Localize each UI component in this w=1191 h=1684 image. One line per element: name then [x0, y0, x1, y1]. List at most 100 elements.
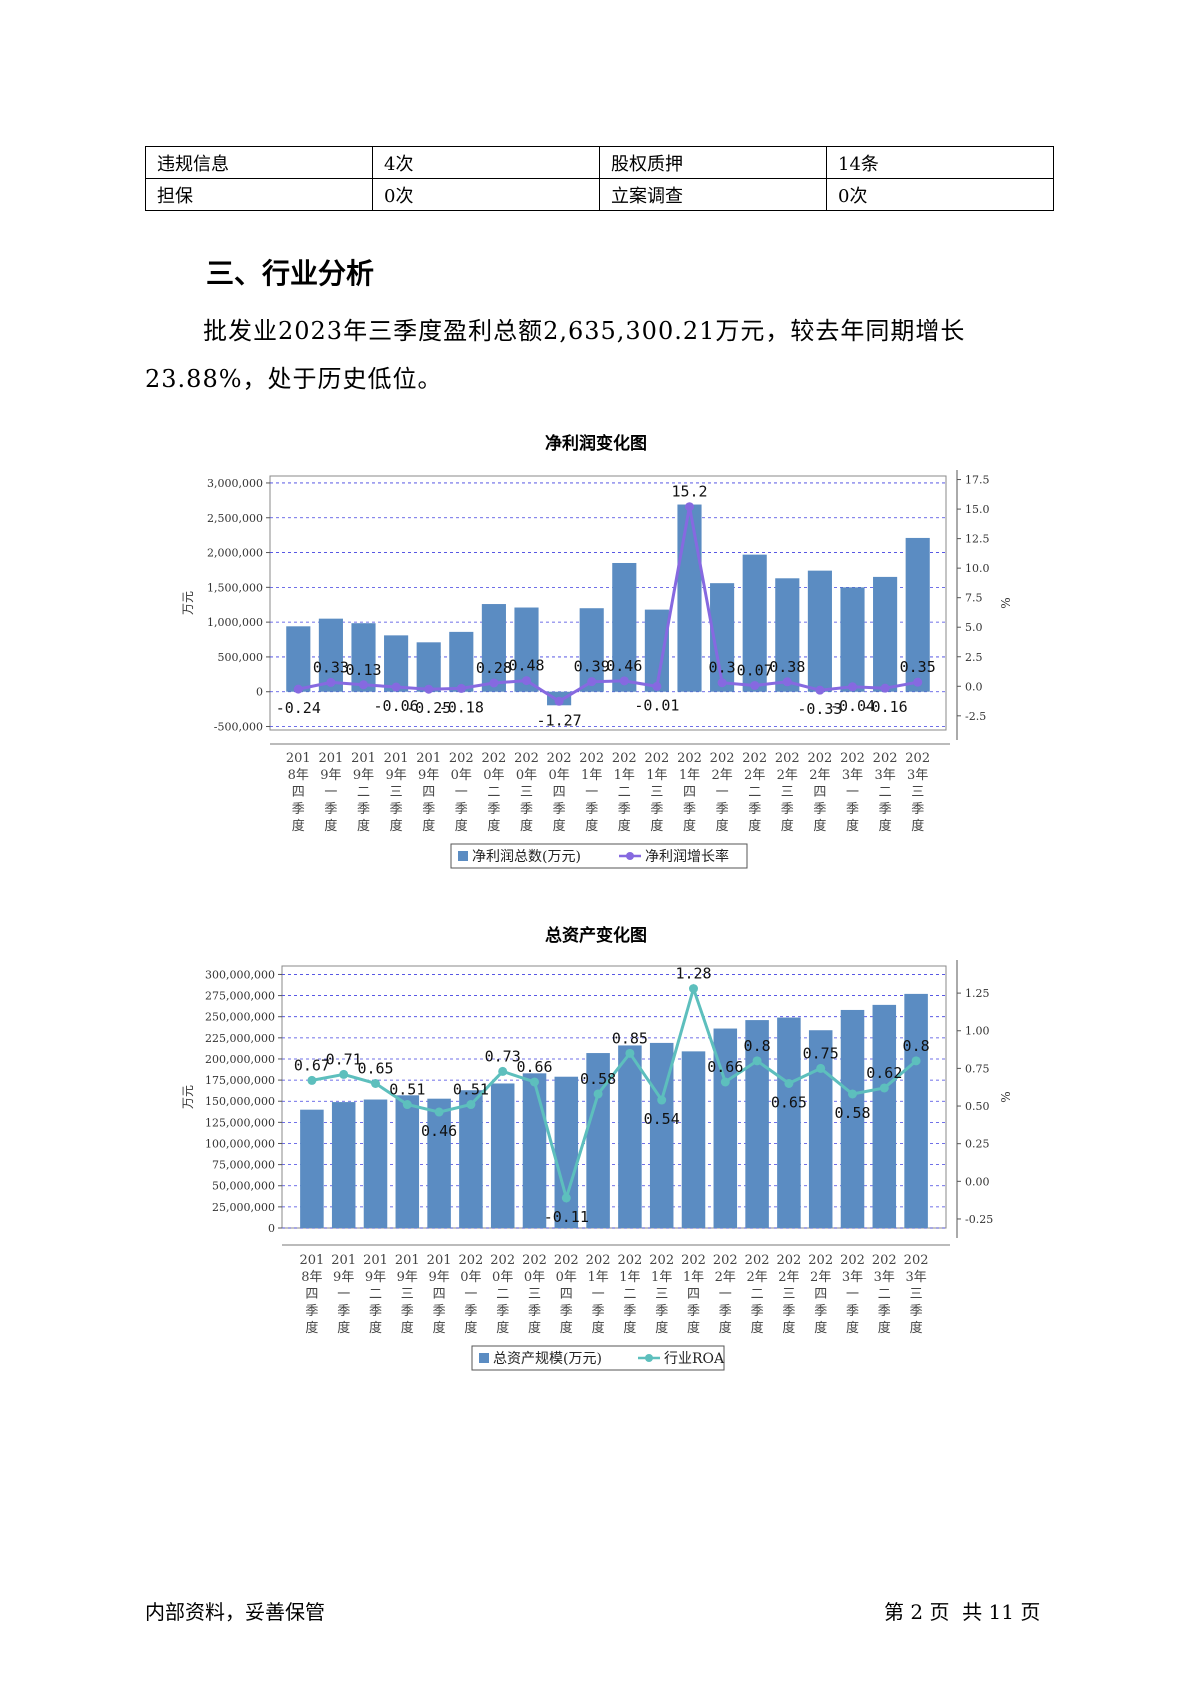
total-assets-chart: 总资产变化图 300,000,000 275,000,000 250,000,000 2…	[0, 918, 1191, 1378]
line-point	[880, 683, 890, 693]
x-tick-label: 一	[324, 785, 337, 800]
x-tick-label: 202	[905, 751, 930, 766]
x-tick-label: 季	[655, 1304, 668, 1319]
data-label: 0.67	[294, 1056, 330, 1074]
x-tick-label: 一	[592, 1287, 605, 1302]
y-tick-label: 2,000,000	[207, 547, 263, 560]
data-label: 0.58	[834, 1104, 870, 1122]
legend-bar-label: 净利润总数(万元)	[472, 849, 581, 865]
x-tick-label: 季	[687, 1304, 700, 1319]
x-tick-label: 201	[384, 751, 409, 766]
legend-box	[471, 1345, 725, 1371]
x-tick-label: 8年	[288, 768, 309, 783]
line-point	[489, 678, 499, 688]
x-tick-label: 9年	[353, 768, 374, 783]
bar	[363, 1099, 388, 1228]
data-label: 0.48	[508, 657, 544, 675]
x-tick-label: 3年	[907, 768, 928, 783]
x-tick-label: 0年	[548, 768, 569, 783]
x-tick-label: 度	[433, 1320, 446, 1336]
series-line	[297, 506, 918, 704]
x-tick-label: 2年	[778, 1270, 799, 1285]
line-point	[752, 1056, 762, 1066]
bar	[384, 635, 409, 692]
y-tick-label: 300,000,000	[205, 968, 275, 981]
x-tick-label: 三	[401, 1287, 414, 1302]
bar	[777, 1017, 801, 1228]
bar	[522, 1073, 547, 1228]
data-label: 0.28	[476, 659, 512, 677]
x-tick-label: 202	[742, 751, 767, 766]
x-tick-label: 3年	[905, 1270, 926, 1285]
y2-tick-label: 0.25	[965, 1138, 990, 1151]
y2-tick-label: 17.5	[965, 474, 990, 487]
table-row: 违规信息 4次 股权质押 14条	[145, 146, 1054, 179]
x-tick-label: 0年	[516, 768, 537, 783]
x-tick-label: 度	[650, 818, 663, 834]
x-tick-label: 三	[520, 785, 533, 800]
x-tick-label: 季	[455, 802, 468, 817]
x-tick-label: 度	[878, 1320, 891, 1336]
bar	[416, 642, 441, 692]
data-label: -0.11	[544, 1208, 589, 1226]
line-point	[593, 1089, 603, 1099]
x-tick-label: 季	[560, 1304, 573, 1319]
x-tick-label: 度	[655, 1320, 668, 1336]
x-tick-label: 四	[292, 785, 305, 800]
bar	[481, 604, 506, 692]
x-tick-label: 1年	[646, 768, 667, 783]
table-cell: 股权质押	[599, 146, 827, 179]
x-tick-label: 二	[618, 785, 631, 800]
x-tick-label: 季	[487, 802, 500, 817]
x-tick-label: 202	[872, 1253, 897, 1268]
x-tick-label: 季	[782, 1304, 795, 1319]
x-tick-label: 季	[390, 802, 403, 817]
y-tick-label: 50,000,000	[212, 1180, 275, 1193]
x-tick-label: 四	[433, 1287, 446, 1302]
table-cell: 4次	[372, 146, 600, 179]
line-point	[466, 1100, 476, 1110]
x-tick-label: 季	[846, 802, 859, 817]
x-tick-label: 1年	[651, 1270, 672, 1285]
x-tick-label: 一	[585, 785, 598, 800]
x-tick-label: 201	[427, 1253, 452, 1268]
bar	[395, 1095, 420, 1228]
x-tick-label: 202	[458, 1253, 483, 1268]
x-tick-label: 202	[481, 751, 506, 766]
x-tick-label: 季	[305, 1304, 318, 1319]
y2-axis-label: %	[999, 1091, 1013, 1102]
y2-tick-label: 15.0	[965, 503, 990, 516]
x-tick-label: 一	[455, 785, 468, 800]
data-label: 0.54	[644, 1110, 680, 1128]
footer-confidential: 内部资料，妥善保管	[145, 1600, 325, 1624]
y2-tick-label: 0.50	[965, 1100, 990, 1113]
x-tick-label: 度	[911, 818, 924, 834]
x-tick-label: 度	[520, 818, 533, 834]
data-label: 0.46	[606, 657, 642, 675]
bar	[775, 578, 800, 692]
x-tick-label: 三	[782, 1287, 795, 1302]
chart-title: 总资产变化图	[545, 925, 647, 946]
table-cell: 0次	[372, 178, 600, 211]
data-label: -0.24	[276, 699, 321, 717]
x-tick-label: 度	[719, 1320, 732, 1336]
data-label: -1.27	[537, 711, 582, 729]
x-tick-label: 度	[324, 818, 337, 834]
line-point	[587, 677, 597, 687]
data-label: 0.62	[866, 1064, 902, 1082]
y2-axis-label: %	[999, 597, 1013, 608]
y-tick-label: 200,000,000	[205, 1053, 275, 1066]
y-tick-label: -500,000	[214, 721, 263, 734]
data-label: 0.58	[580, 1070, 616, 1088]
data-label: -0.06	[374, 697, 419, 715]
line-point	[652, 681, 662, 691]
line-point	[879, 1083, 889, 1093]
x-tick-label: 季	[433, 1304, 446, 1319]
line-point	[522, 676, 531, 686]
x-tick-label: 202	[840, 1253, 865, 1268]
table-cell: 14条	[826, 146, 1054, 179]
line-point	[530, 1077, 539, 1087]
data-label: 0.07	[737, 661, 773, 679]
x-tick-label: 202	[713, 1253, 738, 1268]
x-tick-label: 0年	[483, 768, 504, 783]
